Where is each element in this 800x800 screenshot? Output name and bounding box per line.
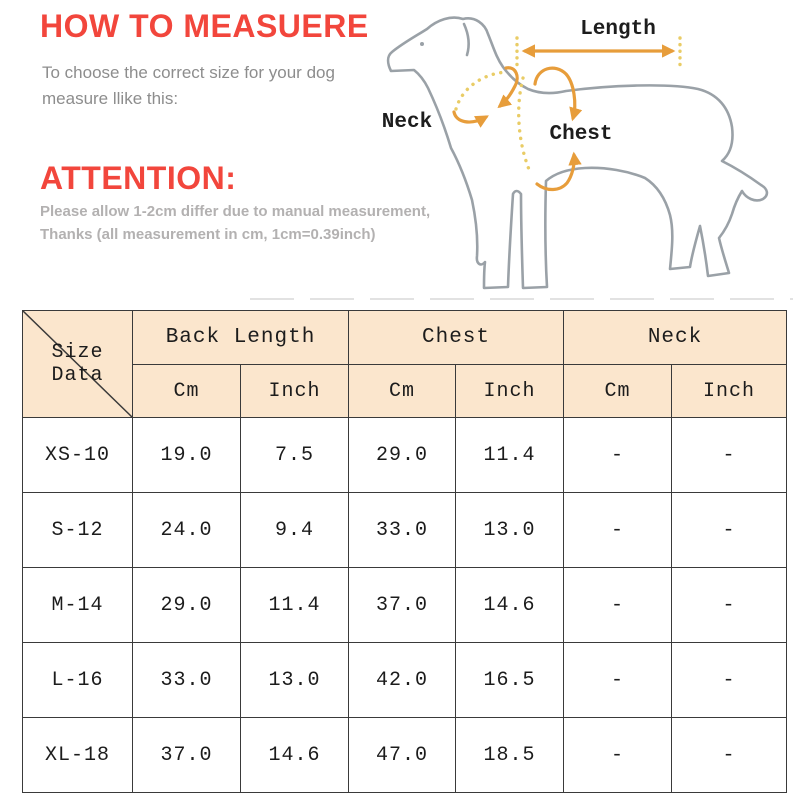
size-cell: M-14 [22, 567, 133, 643]
attention-heading: ATTENTION: [40, 160, 237, 196]
value-cell: 19.0 [132, 417, 241, 493]
group-header-neck: Neck [563, 310, 788, 365]
value-cell: - [671, 567, 788, 643]
table-row-m-14: M-14 29.0 11.4 37.0 14.6 - - [22, 567, 788, 643]
table-header-group-row: Size Data Back Length Chest Neck [22, 310, 788, 418]
value-cell: 18.5 [454, 717, 565, 793]
measure-arrows [452, 44, 676, 192]
unit-header-back-cm: Cm [132, 364, 241, 418]
value-cell: 37.0 [132, 717, 241, 793]
attention-line-2: Thanks (all measurement in cm, 1cm=0.39i… [40, 226, 376, 244]
subtitle-line-2: measure llike this: [42, 88, 179, 108]
group-header-chest: Chest [347, 310, 565, 365]
value-cell: 24.0 [132, 492, 241, 568]
chest-label: Chest [549, 123, 612, 146]
value-cell: 33.0 [132, 642, 241, 718]
dotted-measure-guides [454, 36, 682, 174]
value-cell: 33.0 [348, 492, 456, 568]
dog-measurement-diagram: Length Neck Chest [250, 16, 793, 300]
size-cell: S-12 [22, 492, 133, 568]
value-cell: 47.0 [348, 717, 456, 793]
size-cell: XS-10 [22, 417, 133, 493]
chest-arrow-top [533, 66, 583, 122]
value-cell: 9.4 [240, 492, 349, 568]
dog-outline-drawing [386, 16, 769, 290]
unit-header-chest-cm: Cm [348, 364, 456, 418]
value-cell: - [671, 417, 788, 493]
unit-header-neck-cm: Cm [563, 364, 673, 418]
table-row-s-12: S-12 24.0 9.4 33.0 13.0 - - [22, 492, 788, 568]
unit-header-chest-inch: Inch [454, 364, 565, 418]
value-cell: 37.0 [348, 567, 456, 643]
neck-arrow-lower [452, 110, 489, 128]
chest-dotted-arc [516, 76, 532, 174]
value-cell: - [563, 417, 673, 493]
neck-arrow-upper [497, 66, 519, 109]
group-header-back-length: Back Length [132, 310, 349, 365]
dog-ear-inner-line [462, 22, 470, 57]
table-row-l-16: L-16 33.0 13.0 42.0 16.5 - - [22, 642, 788, 718]
table-row-xl-18: XL-18 37.0 14.6 47.0 18.5 - - [22, 717, 788, 793]
corner-label: Size Data [51, 341, 104, 387]
chest-arrow-bottom [535, 151, 582, 192]
value-cell: 7.5 [240, 417, 349, 493]
value-cell: 14.6 [240, 717, 349, 793]
value-cell: 42.0 [348, 642, 456, 718]
value-cell: 16.5 [454, 642, 565, 718]
size-cell: XL-18 [22, 717, 133, 793]
value-cell: - [563, 492, 673, 568]
subtitle-line-1: To choose the correct size for your dog [42, 63, 335, 82]
unit-header-back-inch: Inch [240, 364, 349, 418]
size-cell: L-16 [22, 642, 133, 718]
value-cell: 29.0 [132, 567, 241, 643]
value-cell: 13.0 [240, 642, 349, 718]
subtitle: To choose the correct size for your dog … [42, 60, 372, 111]
dog-eye [420, 42, 424, 46]
value-cell: - [671, 717, 788, 793]
page-title: HOW TO MEASUERE [40, 8, 369, 44]
table-row-xs-10: XS-10 19.0 7.5 29.0 11.4 - - [22, 417, 788, 493]
value-cell: - [563, 717, 673, 793]
attention-note: Please allow 1-2cm differ due to manual … [40, 200, 440, 247]
unit-header-neck-inch: Inch [671, 364, 788, 418]
value-cell: - [563, 642, 673, 718]
attention-line-1: Please allow 1-2cm differ due to manual … [40, 203, 431, 220]
length-label: Length [580, 18, 656, 41]
value-cell: - [671, 492, 788, 568]
corner-cell-size-data: Size Data [22, 310, 133, 418]
neck-label: Neck [382, 111, 432, 134]
table-header-unit-row: Cm Inch Cm Inch Cm Inch [23, 364, 788, 418]
value-cell: 29.0 [348, 417, 456, 493]
value-cell: - [671, 642, 788, 718]
value-cell: 11.4 [454, 417, 565, 493]
value-cell: 11.4 [240, 567, 349, 643]
value-cell: - [563, 567, 673, 643]
size-table: Size Data Back Length Chest Neck Cm Inch… [22, 310, 788, 793]
value-cell: 14.6 [454, 567, 565, 643]
value-cell: 13.0 [454, 492, 565, 568]
neck-dotted-arc [454, 70, 508, 111]
diagonal-divider [23, 311, 132, 417]
